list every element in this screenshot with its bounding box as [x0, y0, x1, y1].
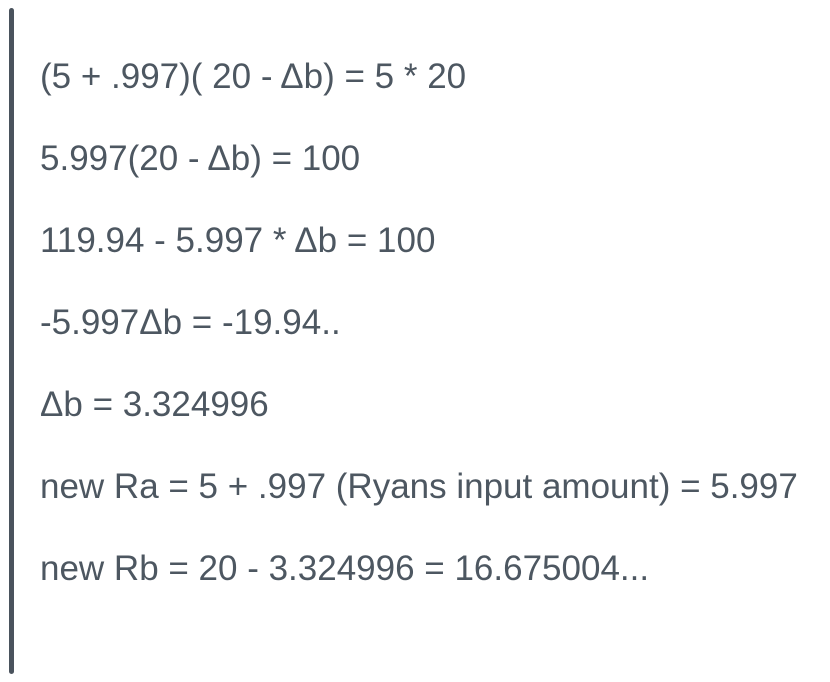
equation-line-3: 119.94 - 5.997 * Δb = 100 [40, 221, 436, 260]
equation-line-4: -5.997Δb = -19.94.. [40, 303, 341, 342]
equation-line-1: (5 + .997)( 20 - Δb) = 5 * 20 [40, 57, 467, 96]
equation-line-2: 5.997(20 - Δb) = 100 [40, 139, 361, 178]
blockquote-text-area[interactable]: (5 + .997)( 20 - Δb) = 5 * 20 5.997(20 -… [40, 36, 826, 610]
equation-line-6: new Ra = 5 + .997 (Ryans input amount) =… [40, 467, 798, 506]
equation-line-7: new Rb = 20 - 3.324996 = 16.675004... [40, 549, 650, 588]
blockquote-bar [9, 8, 14, 674]
equation-line-5: Δb = 3.324996 [40, 385, 269, 424]
